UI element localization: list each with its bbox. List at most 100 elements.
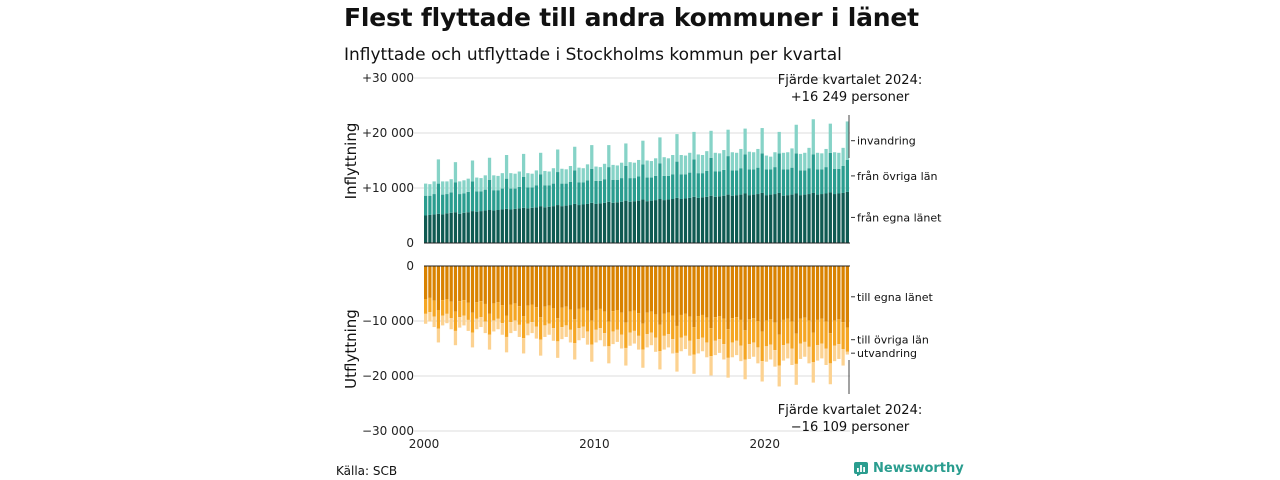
bar-segment-in-2 [654, 175, 658, 201]
bar-segment-out-2 [679, 314, 683, 338]
bar-segment-out-3 [645, 334, 649, 348]
bar-segment-out-3 [487, 334, 492, 350]
bar-segment-in-2 [577, 182, 581, 206]
bar-segment-in-2 [811, 154, 815, 193]
series-label: till övriga län [857, 334, 929, 347]
bar-segment-in-1 [722, 195, 726, 243]
bar-segment-out-1 [611, 266, 615, 312]
bar-segment-out-1 [453, 266, 458, 312]
bar-segment-out-2 [662, 313, 666, 336]
bar-segment-out-2 [675, 325, 679, 353]
bar-segment-out-3 [837, 344, 841, 359]
bar-segment-out-1 [683, 266, 688, 314]
bar-segment-in-3 [441, 181, 445, 195]
bar-segment-in-3 [837, 152, 841, 169]
bar-segment-in-3 [820, 153, 824, 170]
bar-segment-in-1 [598, 203, 602, 243]
bar-segment-in-3 [496, 175, 500, 191]
bar-segment-out-2 [764, 320, 769, 347]
bar-segment-in-3 [730, 152, 734, 171]
bar-segment-in-1 [534, 207, 539, 243]
bar-segment-out-1 [662, 266, 666, 314]
bar-segment-out-1 [845, 266, 849, 328]
bar-segment-in-3 [717, 153, 722, 172]
bar-segment-out-2 [530, 304, 534, 323]
bar-segment-out-1 [675, 266, 679, 326]
bar-segment-out-3 [845, 351, 849, 355]
bar-segment-in-1 [513, 208, 517, 243]
bar-segment-in-2 [530, 187, 534, 208]
bar-segment-in-1 [641, 199, 645, 243]
bar-segment-in-1 [568, 205, 573, 243]
bar-segment-out-3 [658, 351, 662, 370]
bar-segment-out-1 [560, 266, 564, 308]
bar-segment-in-3 [803, 152, 807, 171]
brand-name: Newsworthy [873, 461, 964, 476]
bar-segment-out-3 [568, 329, 573, 343]
bar-segment-out-2 [811, 332, 815, 363]
bar-segment-out-2 [641, 323, 645, 350]
bar-segment-in-1 [811, 192, 815, 243]
bar-segment-out-2 [573, 319, 577, 343]
bar-segment-out-2 [513, 303, 517, 321]
bar-segment-in-2 [632, 178, 636, 202]
bar-segment-out-1 [466, 266, 470, 303]
bar-segment-out-1 [747, 266, 752, 320]
bar-segment-out-3 [547, 323, 551, 335]
bar-segment-in-3 [841, 147, 845, 166]
bar-segment-out-2 [432, 300, 436, 317]
bar-segment-in-2 [688, 172, 692, 198]
bar-segment-out-3 [594, 329, 598, 343]
bar-segment-out-3 [662, 335, 666, 350]
bar-segment-out-3 [803, 341, 807, 357]
bar-segment-out-1 [756, 266, 760, 321]
bar-segment-out-1 [530, 266, 534, 305]
bar-segment-in-1 [632, 201, 636, 243]
bar-segment-out-2 [786, 318, 790, 344]
bar-segment-in-3 [602, 163, 607, 180]
bar-segment-out-1 [709, 266, 713, 329]
bar-segment-in-3 [581, 168, 585, 183]
bar-segment-in-3 [513, 173, 517, 189]
bar-segment-in-2 [611, 179, 615, 203]
bar-segment-in-3 [585, 164, 590, 181]
bar-segment-in-2 [449, 192, 453, 213]
bar-segment-in-3 [479, 178, 483, 192]
bar-segment-in-3 [705, 151, 709, 171]
bar-segment-in-2 [790, 167, 794, 195]
bar-segment-out-1 [496, 266, 500, 303]
bar-segment-in-1 [837, 193, 841, 243]
bar-segment-out-2 [726, 329, 730, 358]
bar-segment-in-3 [611, 164, 615, 180]
bar-segment-out-2 [551, 308, 556, 329]
bar-segment-out-1 [581, 266, 585, 308]
bar-segment-out-2 [845, 327, 849, 352]
bar-segment-in-1 [828, 192, 832, 243]
bar-segment-out-2 [666, 312, 671, 335]
bar-segment-in-2 [479, 191, 483, 212]
bar-segment-in-1 [777, 192, 781, 243]
annotation-text: +16 249 personer [791, 90, 910, 105]
bar-segment-in-1 [760, 192, 764, 243]
bar-segment-in-2 [713, 171, 717, 197]
bar-segment-in-2 [573, 170, 577, 204]
bar-segment-out-2 [487, 313, 492, 335]
bar-segment-in-1 [705, 196, 709, 243]
bar-segment-out-1 [654, 266, 658, 315]
bar-segment-out-2 [683, 313, 688, 336]
bar-segment-out-1 [602, 266, 607, 312]
annotation-text: −16 109 personer [791, 420, 910, 435]
bar-segment-in-3 [675, 134, 679, 162]
bar-segment-out-2 [428, 297, 432, 313]
bar-segment-out-3 [790, 348, 794, 365]
bar-segment-in-3 [790, 148, 794, 168]
bar-segment-in-3 [445, 181, 449, 195]
bar-segment-out-3 [722, 344, 726, 360]
bar-segment-out-2 [424, 299, 428, 314]
bar-segment-out-3 [743, 359, 747, 380]
bar-segment-in-1 [424, 215, 428, 243]
source-note: Källa: SCB [336, 464, 398, 478]
x-tick-label: 2020 [750, 437, 781, 451]
bar-segment-out-2 [832, 320, 837, 346]
bar-segment-in-2 [615, 179, 619, 203]
